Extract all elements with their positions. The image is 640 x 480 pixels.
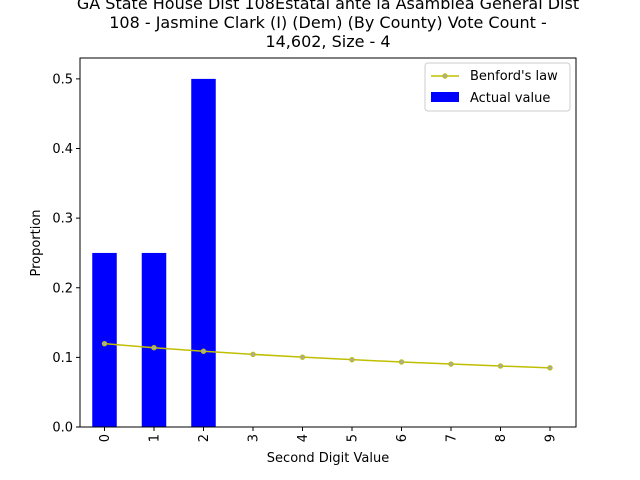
x-tick-label-6: 6 xyxy=(395,434,410,442)
bar-digit-1 xyxy=(141,252,167,427)
benford-point-8 xyxy=(497,363,504,369)
legend-benford-marker xyxy=(442,73,448,79)
chart-title-line-2: 108 - Jasmine Clark (I) (Dem) (By County… xyxy=(109,13,547,32)
x-tick-label-0: 0 xyxy=(98,434,113,442)
x-axis-label: Second Digit Value xyxy=(267,451,389,466)
y-tick-label: 0.1 xyxy=(52,351,73,366)
plot-frame xyxy=(79,57,577,428)
benford-point-0 xyxy=(101,340,108,347)
benford-point-9 xyxy=(547,365,553,371)
bar-series xyxy=(92,78,216,427)
benford-line-series xyxy=(101,340,553,371)
y-axis: 0.0 0.1 0.2 0.3 0.4 0.5 xyxy=(52,72,80,436)
x-tick-label-7: 7 xyxy=(445,434,460,442)
y-tick-label: 0.3 xyxy=(52,212,73,227)
benford-point-1 xyxy=(151,345,157,351)
x-tick-label-8: 8 xyxy=(494,434,509,442)
benford-line xyxy=(104,342,551,369)
legend-box xyxy=(424,62,571,112)
bar-digit-0 xyxy=(92,252,117,427)
x-tick-label-4: 4 xyxy=(296,434,311,442)
y-tick-label: 0.2 xyxy=(52,281,73,296)
x-tick-label-5: 5 xyxy=(346,434,361,442)
x-tick-label-1: 1 xyxy=(148,434,163,442)
benford-point-5 xyxy=(349,356,355,363)
legend-actual-label: Actual value xyxy=(470,91,550,106)
x-tick-label-3: 3 xyxy=(247,434,262,442)
x-axis: 0 1 2 3 4 5 6 7 8 9 xyxy=(98,427,559,442)
chart-title-line-1: GA State House Dist 108Estatal ante la A… xyxy=(77,0,579,13)
legend-benford-label: Benford's law xyxy=(470,69,558,84)
chart-title: GA State House Dist 108Estatal ante la A… xyxy=(77,0,579,51)
benford-point-2 xyxy=(200,348,207,354)
benford-point-3 xyxy=(250,351,256,358)
benford-point-7 xyxy=(448,361,454,367)
legend-actual-swatch xyxy=(431,92,459,102)
x-tick-label-9: 9 xyxy=(544,434,559,442)
legend: Benford's law Actual value xyxy=(424,62,571,112)
y-axis-label: Proportion xyxy=(29,209,44,276)
x-tick-label-2: 2 xyxy=(197,434,212,442)
y-tick-label: 0.5 xyxy=(52,72,73,87)
chart-title-line-3: 14,602, Size - 4 xyxy=(265,32,390,51)
bar-digit-2 xyxy=(191,78,216,427)
benford-point-4 xyxy=(299,354,306,360)
y-tick-label: 0.4 xyxy=(52,142,73,157)
y-tick-label: 0.0 xyxy=(52,421,73,436)
benford-point-6 xyxy=(398,359,405,365)
